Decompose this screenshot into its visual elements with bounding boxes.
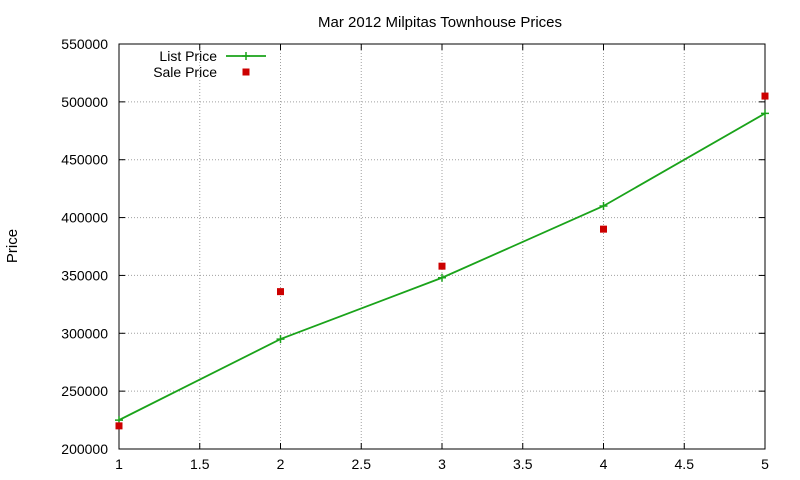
series-layer [115, 92, 769, 430]
legend-marker-sale-price [242, 68, 250, 76]
axis-ticks: 1 1.5 2 2.5 3 3.5 4 4.5 5 200000 250000 300000 35000… [61, 36, 769, 472]
y-tick-label: 350000 [61, 267, 108, 283]
legend-marker-list-price [242, 52, 250, 60]
x-tick-label: 2 [277, 456, 285, 472]
list-price-point [276, 335, 285, 344]
x-tick-label: 4.5 [675, 456, 695, 472]
grid-lines [119, 44, 765, 449]
sale-price-series [115, 92, 769, 430]
x-tick-label: 5 [761, 456, 769, 472]
y-tick-label: 250000 [61, 383, 108, 399]
sale-price-point [438, 262, 446, 270]
list-price-point [761, 109, 769, 118]
y-tick-label: 400000 [61, 210, 108, 226]
sale-price-point [761, 92, 769, 100]
y-tick-label: 450000 [61, 152, 108, 168]
chart-title: Mar 2012 Milpitas Townhouse Prices [318, 14, 562, 31]
x-tick-label: 4 [600, 456, 608, 472]
y-axis-label: Price [4, 229, 21, 263]
x-tick-label: 3.5 [513, 456, 533, 472]
x-tick-label: 1 [115, 456, 123, 472]
legend-label-list-price: List Price [159, 48, 217, 64]
x-tick-label: 2.5 [352, 456, 372, 472]
y-tick-label: 500000 [61, 94, 108, 110]
y-tick-label: 300000 [61, 325, 108, 341]
sale-price-point [115, 422, 123, 430]
list-price-point [599, 202, 608, 210]
sale-price-point [600, 225, 607, 233]
x-tick-label: 3 [438, 456, 446, 472]
y-tick-label: 550000 [61, 36, 108, 52]
list-price-point [438, 273, 446, 282]
legend-label-sale-price: Sale Price [153, 64, 217, 80]
y-tick-label: 200000 [61, 441, 108, 457]
sale-price-point [277, 288, 284, 296]
x-tick-label: 1.5 [190, 456, 210, 472]
